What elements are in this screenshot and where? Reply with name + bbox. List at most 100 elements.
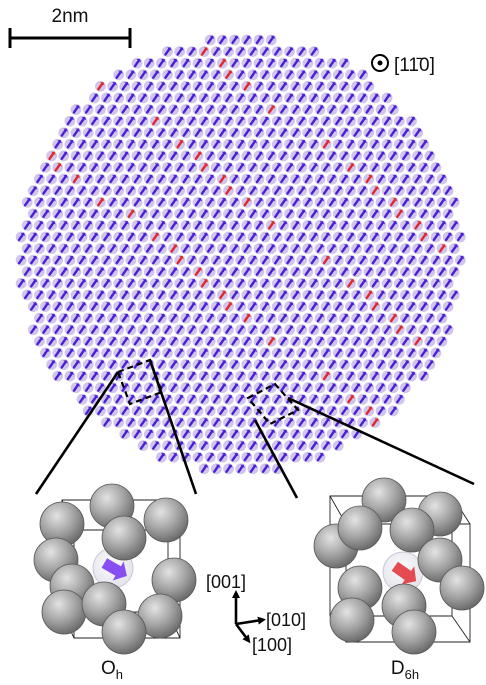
- majority-spin-site: [363, 104, 375, 115]
- majority-spin-site: [204, 196, 216, 208]
- majority-spin-site: [393, 138, 405, 150]
- magnetic-moment-arrow: [101, 558, 127, 581]
- majority-spin-site: [448, 289, 460, 301]
- majority-spin-site: [296, 46, 308, 57]
- majority-spin-site: [137, 231, 149, 243]
- majority-spin-site: [113, 185, 125, 197]
- majority-spin-site: [204, 405, 216, 417]
- axis-010-arrow: [235, 616, 266, 626]
- majority-spin-site: [58, 266, 70, 278]
- majority-spin-site: [52, 347, 64, 359]
- majority-spin-site: [70, 359, 82, 370]
- majority-spin-site: [400, 173, 411, 185]
- majority-spin-site: [223, 92, 234, 104]
- majority-spin-site: [101, 138, 112, 150]
- majority-spin-site: [210, 370, 222, 382]
- majority-spin-site: [284, 324, 295, 336]
- majority-spin-site: [113, 301, 125, 312]
- oh-label: Oh: [101, 658, 123, 682]
- majority-spin-site: [290, 451, 301, 463]
- majority-spin-site: [168, 80, 180, 92]
- majority-spin-site: [381, 301, 393, 312]
- view-direction-label: [11̄0]: [394, 55, 435, 76]
- majority-spin-site: [162, 138, 173, 150]
- majority-spin-site: [241, 173, 253, 185]
- majority-spin-site: [229, 34, 241, 46]
- majority-spin-site: [369, 162, 381, 173]
- majority-spin-site: [113, 92, 125, 104]
- majority-spin-site: [210, 463, 222, 475]
- majority-spin-site: [168, 173, 180, 185]
- majority-spin-site: [95, 220, 106, 231]
- majority-spin-site: [351, 405, 362, 417]
- majority-spin-site: [223, 463, 234, 475]
- majority-spin-site: [174, 46, 186, 57]
- majority-spin-site: [448, 196, 460, 208]
- majority-spin-site: [424, 359, 436, 370]
- majority-spin-site: [229, 127, 241, 139]
- minority-spin-site: [174, 138, 186, 150]
- majority-spin-site: [296, 301, 308, 312]
- majority-spin-site: [265, 289, 277, 301]
- majority-spin-site: [247, 185, 259, 197]
- majority-spin-site: [95, 335, 106, 347]
- majority-spin-site: [339, 405, 350, 417]
- majority-spin-site: [387, 220, 399, 231]
- majority-spin-site: [82, 220, 94, 231]
- majority-spin-site: [271, 46, 283, 57]
- majority-spin-site: [70, 289, 82, 301]
- majority-spin-site: [143, 382, 155, 394]
- majority-spin-site: [357, 254, 369, 266]
- majority-spin-site: [284, 115, 295, 127]
- majority-spin-site: [271, 254, 283, 266]
- majority-spin-site: [271, 231, 283, 243]
- majority-spin-site: [393, 254, 405, 266]
- majority-spin-site: [381, 208, 393, 220]
- majority-spin-site: [235, 138, 247, 150]
- majority-spin-site: [119, 289, 131, 301]
- majority-spin-site: [192, 243, 204, 255]
- majority-spin-site: [223, 440, 234, 452]
- majority-spin-site: [308, 185, 320, 197]
- majority-spin-site: [400, 150, 411, 162]
- majority-spin-site: [357, 277, 369, 289]
- majority-spin-site: [430, 324, 442, 336]
- majority-spin-site: [314, 266, 326, 278]
- majority-spin-site: [156, 104, 167, 115]
- majority-spin-site: [259, 69, 271, 81]
- majority-spin-site: [314, 150, 326, 162]
- majority-spin-site: [320, 92, 332, 104]
- majority-spin-site: [107, 104, 118, 115]
- majority-spin-site: [82, 359, 94, 370]
- majority-spin-site: [247, 69, 259, 81]
- majority-spin-site: [180, 127, 192, 139]
- minority-spin-site: [412, 220, 423, 231]
- majority-spin-site: [320, 231, 332, 243]
- majority-spin-site: [296, 92, 308, 104]
- majority-spin-site: [137, 69, 149, 81]
- majority-spin-site: [204, 266, 216, 278]
- majority-spin-site: [156, 428, 167, 440]
- oh-coordination-inset: [33, 483, 197, 655]
- majority-spin-site: [357, 231, 369, 243]
- majority-spin-site: [76, 138, 88, 150]
- majority-spin-site: [259, 301, 271, 312]
- majority-spin-site: [357, 208, 369, 220]
- majority-spin-site: [241, 428, 253, 440]
- majority-spin-site: [82, 243, 94, 255]
- majority-spin-site: [351, 80, 362, 92]
- majority-spin-site: [64, 138, 76, 150]
- majority-spin-site: [393, 231, 405, 243]
- majority-spin-site: [107, 80, 118, 92]
- majority-spin-site: [253, 104, 265, 115]
- majority-spin-site: [400, 243, 411, 255]
- majority-spin-site: [302, 382, 314, 394]
- majority-spin-site: [156, 173, 167, 185]
- majority-spin-site: [406, 370, 417, 382]
- majority-spin-site: [308, 440, 320, 452]
- majority-spin-site: [387, 405, 399, 417]
- majority-spin-site: [351, 104, 362, 115]
- minority-spin-site: [387, 312, 399, 324]
- majority-spin-site: [363, 127, 375, 139]
- majority-spin-site: [302, 80, 314, 92]
